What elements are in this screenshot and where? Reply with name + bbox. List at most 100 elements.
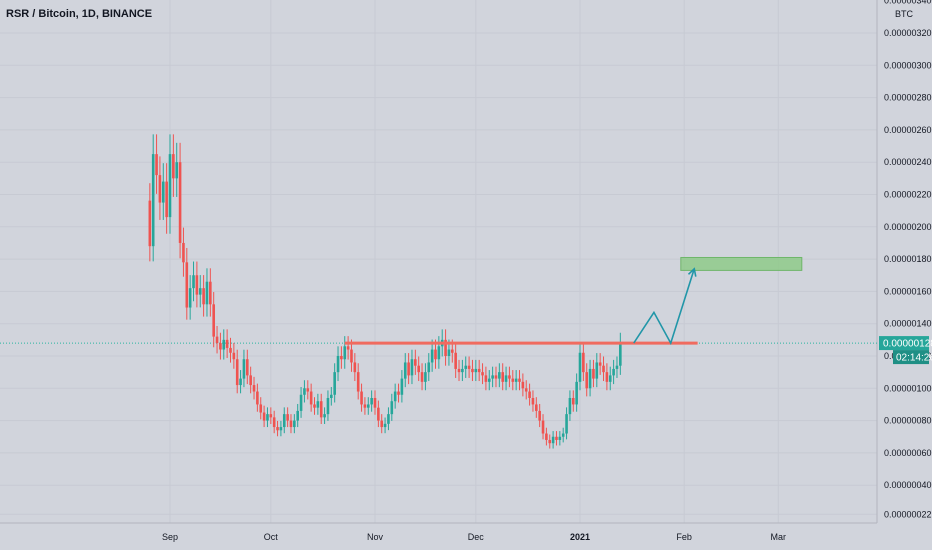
candle-body [400,378,404,395]
candle [239,370,242,394]
candle-body [205,281,209,305]
candle [555,431,558,446]
candle [474,359,478,382]
candle-body [461,368,464,373]
candle-body [437,346,441,360]
candle-body [272,417,276,428]
candle [161,163,165,220]
candle-body [282,414,286,428]
candle [602,356,605,382]
candle [202,275,205,317]
candle [397,383,400,403]
candle [185,247,189,320]
candle [390,393,394,421]
candle [410,349,414,385]
candle-body [192,275,195,289]
grid [0,0,877,523]
candle [461,359,464,382]
candle-body [242,359,246,379]
candle [209,268,212,317]
candle [393,383,397,409]
candle [521,373,525,397]
candle-body [541,420,545,434]
candle-body [259,404,263,413]
candle-body [336,356,340,373]
candle-body [387,414,390,424]
candle-body [619,343,622,366]
candle-body [605,372,609,382]
candle [427,353,431,382]
candle [168,134,172,234]
candle [424,363,427,391]
drawings[interactable] [344,256,803,346]
candle [319,393,323,424]
candle [323,407,326,424]
candle-body [555,436,558,440]
candle [575,373,578,412]
candle [373,390,377,415]
last-price-tag [879,336,929,351]
candle-body [383,423,387,428]
candle [400,370,404,403]
candle [561,427,565,443]
candle-body [232,352,236,360]
candle-body [323,414,326,418]
y-tick-label: 0.00000160 [884,286,932,296]
candle [330,387,333,406]
candle-body [266,414,269,421]
candle-body [158,175,162,203]
candle-body [235,359,239,386]
candle-body [198,288,202,295]
candle-body [407,362,410,376]
candle [313,397,316,415]
candle [192,261,195,302]
candle [471,359,474,382]
candle [437,336,441,369]
candle-body [245,359,249,376]
candle-body [420,372,424,382]
candle [558,431,562,446]
candle [266,407,269,428]
projection-path[interactable] [633,268,696,346]
chart-title: RSR / Bitcoin, 1D, BINANCE [6,8,153,20]
candle [457,359,461,382]
candle-body [417,365,420,373]
candle-body [538,410,541,421]
candle-body [481,372,484,376]
candle-body [514,378,518,382]
candle [535,397,538,418]
candle [491,366,494,388]
candle [188,275,192,320]
candle [481,363,484,385]
candle [282,407,286,434]
candle [420,363,424,391]
countdown-value: 02:14:26 [896,353,932,364]
candles [148,134,622,449]
candle [595,353,599,388]
candle-body [188,288,192,308]
time-axis[interactable]: Sep Oct Nov Dec 2021 Feb Mar [162,532,786,542]
candle-body [353,362,357,373]
price-axis[interactable]: 0.00000340 0.00000320 0.00000300 0.00000280… [879,0,932,519]
projection-arrow-head [687,267,697,277]
candle-body [165,181,168,218]
candle-body [588,368,592,389]
candle-body [477,368,481,373]
candle-body [501,372,505,382]
candle [501,363,505,391]
price-axis-unit: BTC [895,9,914,19]
candle-body [161,181,165,203]
candle [350,339,353,372]
target-zone[interactable] [680,256,803,271]
candle [504,366,508,391]
candle-body [487,378,491,382]
candle-body [168,154,172,218]
candle [148,183,152,262]
candle [293,414,296,434]
candle-body [612,368,615,376]
candle-body [366,404,370,408]
candle-body [343,346,347,360]
